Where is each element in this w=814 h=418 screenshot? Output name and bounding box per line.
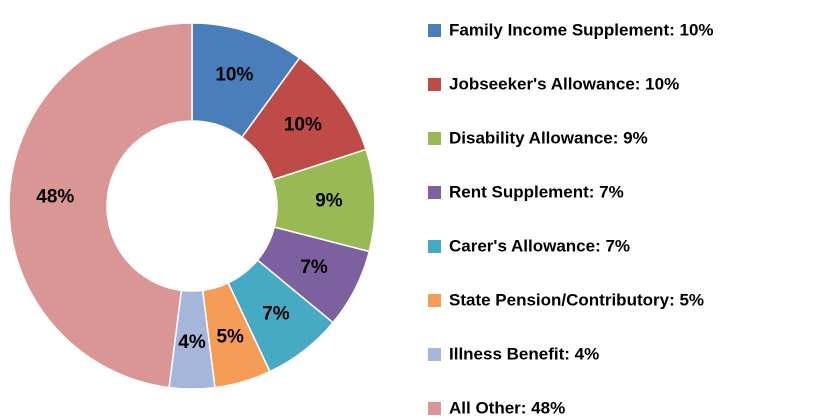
slice-label: 48%: [36, 186, 74, 207]
legend-swatch: [428, 402, 441, 415]
slice-label: 4%: [178, 332, 206, 353]
legend-label: Rent Supplement: 7%: [449, 182, 624, 201]
legend-swatch: [428, 186, 441, 199]
slice-label: 5%: [216, 327, 244, 348]
legend-label: Carer's Allowance: 7%: [449, 236, 630, 255]
legend-swatch: [428, 348, 441, 361]
legend-swatch: [428, 294, 441, 307]
legend-label: State Pension/Contributory: 5%: [449, 290, 704, 309]
legend-label: Jobseeker's Allowance: 10%: [449, 74, 679, 93]
slice-label: 7%: [300, 257, 328, 278]
legend-label: All Other: 48%: [449, 398, 565, 417]
legend-label: Family Income Supplement: 10%: [449, 20, 714, 39]
donut-slice: [8, 22, 193, 389]
slice-label: 9%: [315, 191, 343, 212]
legend-swatch: [428, 132, 441, 145]
slice-label: 10%: [284, 114, 322, 135]
slice-label: 10%: [215, 65, 253, 86]
legend-swatch: [428, 78, 441, 91]
legend-label: Illness Benefit: 4%: [449, 344, 599, 363]
slice-label: 7%: [262, 303, 290, 324]
legend-label: Disability Allowance: 9%: [449, 128, 648, 147]
legend-swatch: [428, 24, 441, 37]
legend-swatch: [428, 240, 441, 253]
